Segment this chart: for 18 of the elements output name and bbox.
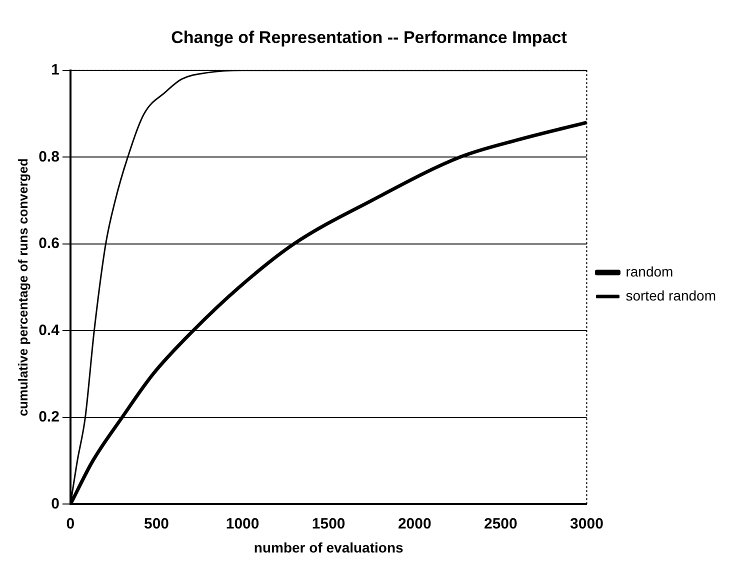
x-axis-title: number of evaluations: [254, 539, 404, 556]
legend-label: sorted random: [626, 287, 716, 304]
y-tick-label: 0.8: [38, 148, 60, 166]
y-tick-label: 0.2: [38, 408, 60, 426]
y-tick-label: 1: [51, 62, 60, 79]
y-tick-label: 0.6: [38, 235, 60, 252]
x-tick-label: 2500: [484, 515, 518, 532]
y-axis-title: cumulative percentage of runs converged: [15, 158, 30, 416]
legend-label: random: [626, 263, 674, 280]
y-tick-label: 0: [51, 495, 60, 512]
x-tick-label: 500: [144, 515, 170, 532]
x-tick-label: 1000: [226, 515, 260, 532]
x-tick-label: 0: [66, 515, 75, 532]
x-tick-label: 3000: [570, 515, 604, 532]
x-tick-label: 1500: [312, 515, 346, 532]
x-tick-label: 2000: [398, 515, 432, 532]
y-tick-label: 0.4: [38, 322, 60, 339]
chart-title: Change of Representation -- Performance Impact: [171, 28, 568, 47]
